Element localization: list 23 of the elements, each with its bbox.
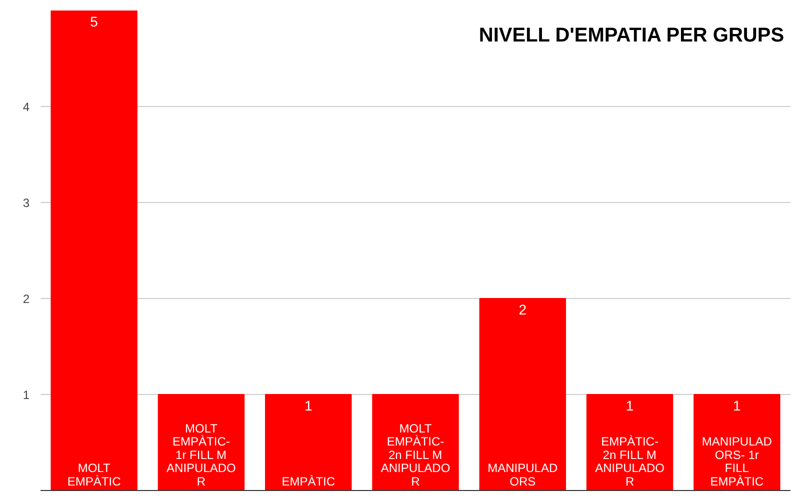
bar (479, 298, 566, 490)
x-tick-label: EMPÀTIC (282, 474, 336, 488)
x-tick-label: MOLT EMPÀTIC- 1r FILL MANIPULADOR (166, 421, 236, 488)
y-tick-label: 3 (22, 196, 30, 210)
data-label: 1 (304, 398, 312, 414)
bar (50, 10, 138, 490)
y-tick-label: 2 (22, 292, 30, 306)
x-tick-label: MANIPULADORS (488, 461, 558, 488)
bar (265, 394, 352, 490)
bar (372, 394, 459, 490)
data-label: 1 (733, 398, 742, 414)
bar (586, 394, 674, 490)
y-tick-label: 1 (22, 388, 30, 402)
data-label: 1 (626, 398, 634, 414)
y-tick-label: 4 (22, 100, 30, 114)
data-label: 2 (518, 302, 527, 318)
x-tick-label: MANIPULADORS- 1r FILL EMPÀTIC (702, 434, 772, 488)
x-tick-label: MOLT EMPÀTIC- 2n FILL MANIPULADOR (380, 421, 450, 488)
bar (694, 394, 780, 490)
x-tick-label: MOLT EMPÀTIC (67, 461, 122, 488)
x-tick-label: EMPÀTIC- 2n FILL MANIPULADOR (595, 434, 664, 488)
data-label: 5 (90, 14, 98, 30)
text: NIVELL D'EMPATIA PER GRUPS (478, 24, 784, 46)
